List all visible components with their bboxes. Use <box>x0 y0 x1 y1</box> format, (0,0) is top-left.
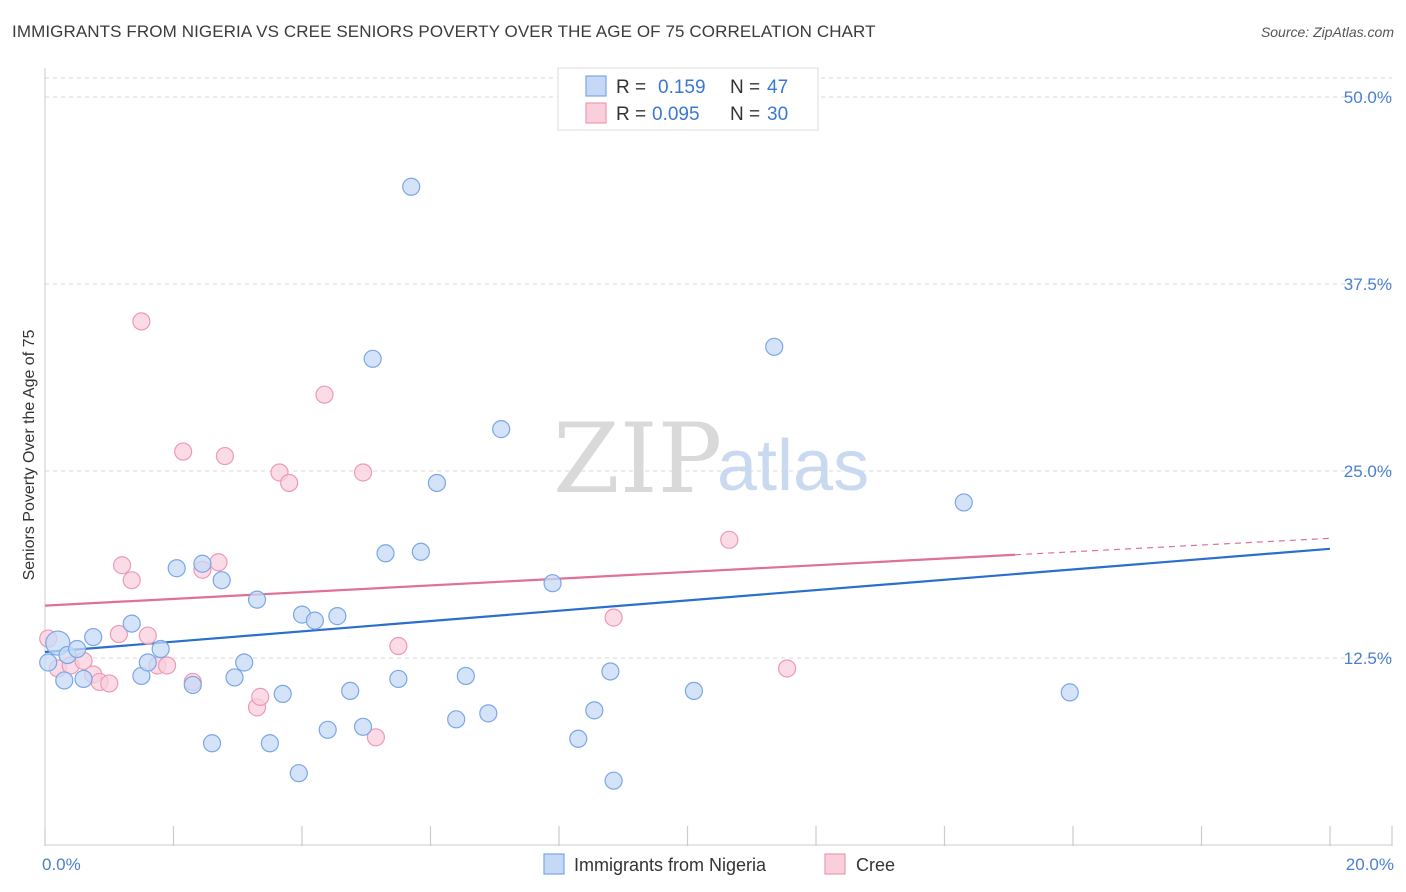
point-nigeria-26 <box>353 717 373 736</box>
legend-r-label-cree: R = <box>616 104 646 125</box>
point-nigeria-11 <box>183 675 202 695</box>
point-nigeria-39 <box>585 701 604 720</box>
x-tick-label-1: 20.0% <box>1346 855 1394 874</box>
point-cree-29 <box>777 659 797 678</box>
point-nigeria-13 <box>202 734 222 753</box>
legend-r-label-nigeria: R = <box>616 77 646 98</box>
point-nigeria-43 <box>765 337 784 356</box>
point-nigeria-46 <box>55 671 74 690</box>
legend-swatch-nigeria <box>585 75 607 97</box>
point-nigeria-10 <box>167 559 186 578</box>
point-nigeria-5 <box>84 627 103 647</box>
point-nigeria-38 <box>569 729 588 748</box>
point-cree-23 <box>315 385 334 404</box>
point-nigeria-0 <box>39 653 58 672</box>
series-legend-label-nigeria: Immigrants from Nigeria <box>574 855 767 875</box>
point-nigeria-23 <box>318 720 337 739</box>
point-cree-25 <box>366 728 385 747</box>
point-nigeria-24 <box>328 607 347 626</box>
point-nigeria-28 <box>376 544 395 563</box>
point-nigeria-6 <box>122 614 141 633</box>
trend-line-1 <box>44 553 1016 607</box>
point-nigeria-44 <box>954 493 973 512</box>
point-nigeria-30 <box>402 177 421 196</box>
legend-n-value-nigeria: 47 <box>767 77 788 98</box>
point-nigeria-17 <box>247 590 267 609</box>
point-nigeria-37 <box>543 574 562 593</box>
point-cree-22 <box>280 473 299 493</box>
point-nigeria-8 <box>138 653 157 672</box>
point-cree-9 <box>122 571 141 590</box>
point-cree-10 <box>132 312 151 331</box>
point-cree-7 <box>109 624 128 644</box>
point-nigeria-12 <box>193 554 212 573</box>
point-nigeria-29 <box>389 669 408 689</box>
point-cree-27 <box>604 608 623 627</box>
point-nigeria-4 <box>74 669 93 689</box>
point-cree-8 <box>112 556 132 575</box>
point-cree-28 <box>720 530 739 549</box>
y-tick-label-1: 25.0% <box>1344 462 1392 481</box>
point-nigeria-34 <box>456 666 475 686</box>
series-legend-swatch-cree <box>824 853 846 875</box>
point-nigeria-19 <box>273 684 292 704</box>
point-cree-6 <box>100 674 119 693</box>
point-nigeria-22 <box>305 611 324 630</box>
point-cree-20 <box>251 687 270 706</box>
legend-r-value-nigeria: 0.159 <box>658 77 706 98</box>
y-tick-label-0: 12.5% <box>1344 649 1392 668</box>
y-axis-title: Seniors Poverty Over the Age of 75 <box>21 330 38 581</box>
point-nigeria-35 <box>479 704 498 723</box>
series-legend-swatch-nigeria <box>543 853 565 875</box>
source-credit: Source: ZipAtlas.com <box>1260 24 1394 40</box>
watermark-atlas: atlas <box>717 426 869 506</box>
point-nigeria-32 <box>427 473 447 493</box>
legend-n-value-cree: 30 <box>767 104 788 125</box>
point-nigeria-3 <box>68 639 87 659</box>
point-nigeria-41 <box>604 771 623 790</box>
point-cree-14 <box>174 442 193 461</box>
point-nigeria-45 <box>1060 683 1079 702</box>
point-nigeria-40 <box>601 662 620 681</box>
watermark-zip: ZIP <box>553 403 722 515</box>
point-nigeria-31 <box>411 542 430 561</box>
watermark: ZIP atlas <box>553 403 869 515</box>
series-legend-label-cree: Cree <box>856 855 895 875</box>
legend-n-label-cree: N = <box>730 104 760 125</box>
y-tick-label-3: 50.0% <box>1344 88 1392 107</box>
point-nigeria-25 <box>341 681 360 701</box>
legend-r-value-cree: 0.095 <box>652 104 700 125</box>
trend-line-dashed-1 <box>1015 537 1331 556</box>
y-tick-label-2: 37.5% <box>1344 275 1392 294</box>
point-cree-24 <box>353 463 373 482</box>
point-nigeria-27 <box>363 349 382 368</box>
point-nigeria-33 <box>447 710 466 729</box>
tick-labels: 12.5% 25.0% 37.5% 50.0% 0.0% 20.0% <box>42 88 1394 874</box>
point-nigeria-36 <box>492 420 511 439</box>
point-nigeria-42 <box>684 681 704 701</box>
point-nigeria-14 <box>212 571 231 590</box>
series-legend: Immigrants from Nigeria Cree <box>543 853 895 875</box>
x-tick-label-0: 0.0% <box>42 855 81 874</box>
point-nigeria-20 <box>289 764 308 783</box>
point-cree-11 <box>138 626 157 645</box>
legend-n-label-nigeria: N = <box>730 77 760 98</box>
trend-line-0 <box>44 547 1331 654</box>
chart-title: IMMIGRANTS FROM NIGERIA VS CREE SENIORS … <box>12 22 876 41</box>
point-nigeria-18 <box>260 734 279 753</box>
legend-swatch-cree <box>585 102 607 124</box>
point-nigeria-16 <box>235 653 254 672</box>
axes <box>44 68 1393 846</box>
point-nigeria-15 <box>225 668 244 687</box>
point-cree-17 <box>209 553 228 572</box>
point-cree-18 <box>215 446 234 466</box>
trend-lines <box>44 537 1331 654</box>
stats-legend: R = 0.159 N = 47 R = 0.095 N = 30 <box>557 67 819 131</box>
point-cree-13 <box>157 656 177 675</box>
point-nigeria-9 <box>151 639 170 659</box>
point-cree-26 <box>389 636 408 656</box>
data-points <box>39 177 1079 790</box>
